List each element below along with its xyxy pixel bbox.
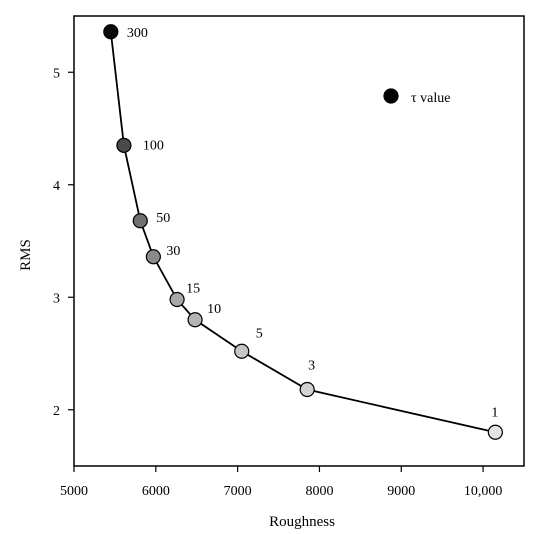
point-label: 5 [256,326,263,341]
point-label: 3 [308,359,315,374]
y-tick-label: 4 [53,179,60,194]
data-point [187,312,203,328]
point-label: 100 [143,138,164,153]
data-point [487,424,503,440]
data-point [299,381,315,398]
x-tick-label: 7000 [224,484,252,499]
x-tick-label: 10,000 [464,484,503,499]
legend: τ value [383,88,450,106]
x-tick-label: 6000 [142,484,170,499]
point-label: 1 [491,405,498,420]
x-ticks: 5000 6000 7000 8000 9000 10,000 [60,466,502,499]
x-axis-title: Roughness [269,514,335,530]
plot-frame [73,15,525,467]
legend-marker [383,88,399,104]
data-point [169,291,185,308]
point-labels: 300 100 50 30 15 10 5 3 1 [127,26,499,421]
point-label: 15 [186,282,200,297]
point-label: 50 [156,211,170,226]
x-tick-label: 5000 [60,484,88,499]
point-label: 300 [127,26,148,41]
x-tick-label: 8000 [305,484,333,499]
x-tick-label: 9000 [387,484,415,499]
data-point [116,137,132,153]
data-point [145,249,161,265]
axes [73,15,525,467]
point-label: 30 [166,244,180,259]
legend-label: τ value [411,91,450,106]
y-tick-label: 3 [53,291,60,306]
y-ticks: 2 3 4 5 [53,66,74,419]
data-point [132,213,148,229]
y-tick-label: 2 [53,404,60,419]
point-label: 10 [207,302,221,317]
y-axis-title: RMS [18,239,34,271]
data-point [103,24,119,40]
data-points [103,24,503,440]
data-point [234,343,250,359]
y-tick-label: 5 [53,66,60,81]
